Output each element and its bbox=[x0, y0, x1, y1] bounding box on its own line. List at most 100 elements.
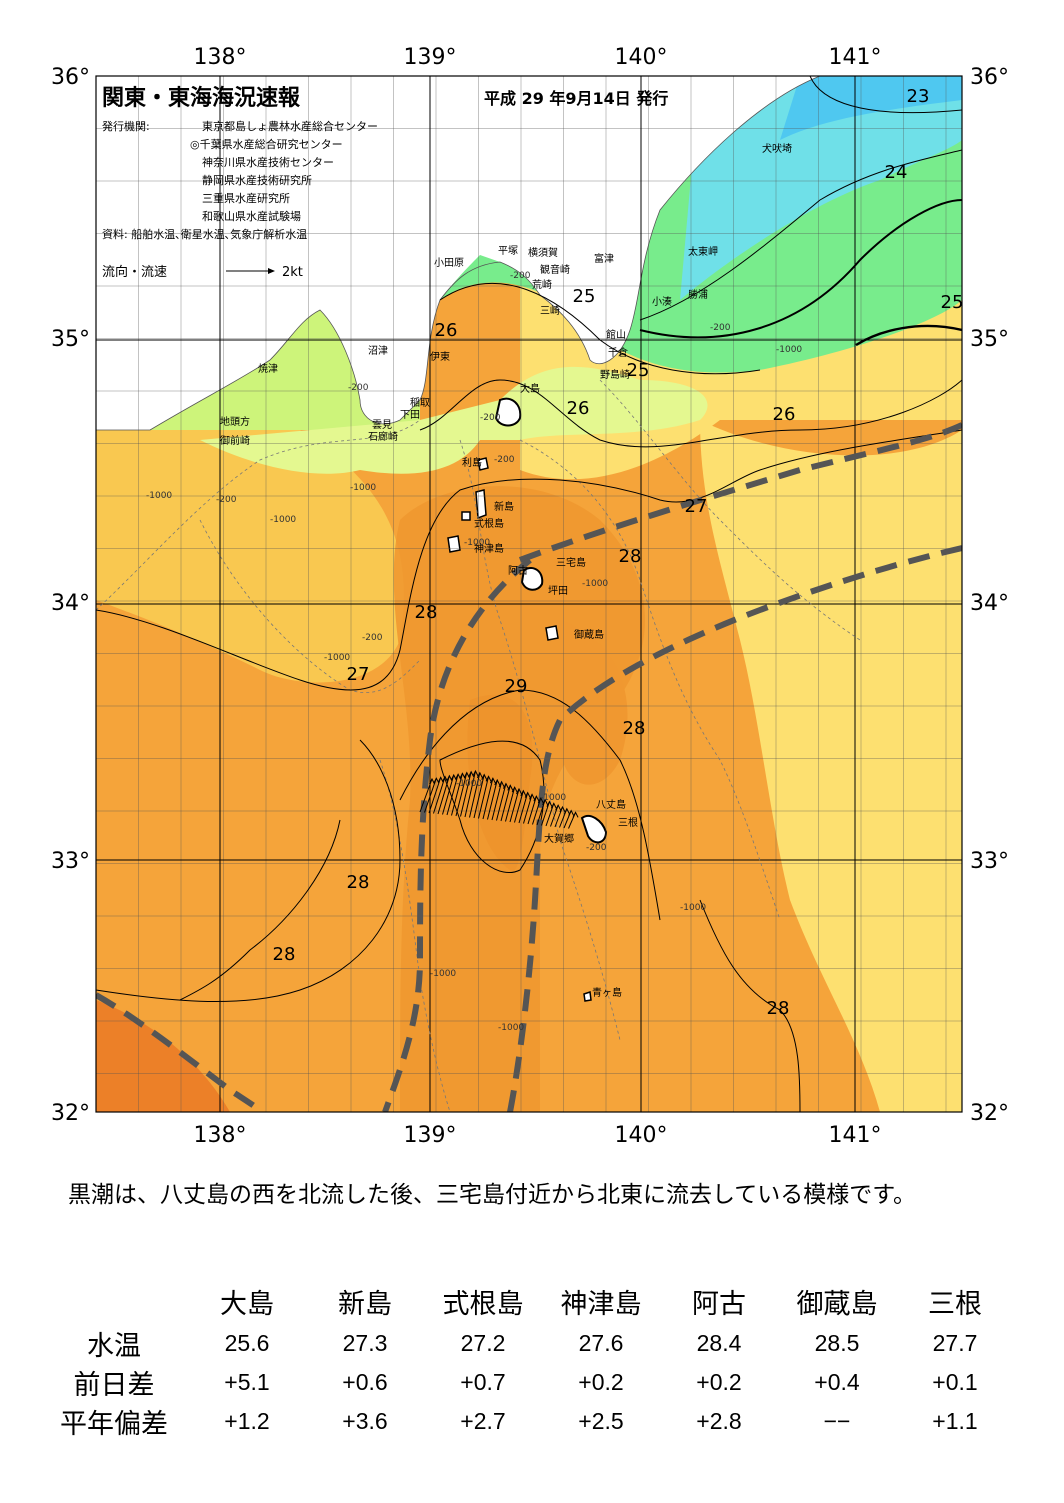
map-title: 関東・東海海況速報 bbox=[102, 85, 301, 111]
depth-label: -200 bbox=[362, 633, 383, 643]
island-oshima bbox=[494, 397, 522, 427]
place-label: 千倉 bbox=[608, 346, 628, 359]
place-label: 富津 bbox=[594, 252, 614, 265]
place-label: 大島 bbox=[520, 382, 540, 395]
table-column-header: 阿古 bbox=[692, 1288, 746, 1320]
current-vector-head bbox=[450, 773, 457, 781]
agency-item: 東京都島しょ農林水産総合センター bbox=[202, 119, 378, 133]
place-label: 野島崎 bbox=[600, 368, 630, 381]
lat-label: 32° bbox=[51, 1101, 90, 1126]
depth-label: -1000 bbox=[456, 779, 482, 789]
current-vector bbox=[532, 797, 542, 825]
current-vector-head bbox=[437, 776, 444, 783]
isotherm-label: 24 bbox=[885, 162, 908, 183]
table-cell: +1.1 bbox=[932, 1408, 978, 1434]
current-vector-head bbox=[429, 777, 435, 785]
row-label: 水温 bbox=[87, 1331, 141, 1362]
lon-label: 138° bbox=[194, 45, 247, 70]
isotherm-label: 26 bbox=[773, 404, 796, 425]
place-label: 八丈島 bbox=[596, 798, 626, 811]
depth-label: -1000 bbox=[324, 653, 350, 663]
current-vector-head bbox=[446, 774, 453, 782]
place-label: 館山 bbox=[606, 328, 626, 341]
current-vector-head bbox=[516, 787, 522, 795]
table-cell: −− bbox=[823, 1408, 851, 1434]
current-vector-head bbox=[550, 802, 557, 809]
place-label: 三宅島 bbox=[556, 556, 586, 569]
place-label: 雲見 bbox=[372, 419, 392, 431]
lat-label: 36° bbox=[51, 65, 90, 90]
place-label: 坪田 bbox=[548, 584, 568, 597]
current-vector bbox=[509, 788, 520, 823]
current-vector bbox=[505, 787, 516, 822]
kuroshio-upper bbox=[518, 422, 962, 563]
lon-labels-top: 138° 139° 140° 141° bbox=[194, 45, 882, 70]
place-label: 神津島 bbox=[474, 542, 504, 555]
table-cell: 25.6 bbox=[224, 1330, 270, 1356]
depth-label: -1000 bbox=[270, 515, 296, 525]
current-vector-head bbox=[485, 775, 492, 782]
observation-table: 大島 新島 式根島 神津島 阿古 御蔵島 三根 水温 25.6 27.3 27.… bbox=[40, 1278, 1014, 1441]
current-vector bbox=[541, 801, 550, 826]
island-kozushima bbox=[447, 535, 461, 553]
place-label: 太東岬 bbox=[688, 245, 718, 258]
place-label: 伊東 bbox=[430, 350, 450, 363]
island-shikinejima bbox=[461, 511, 471, 521]
current-vector bbox=[446, 774, 459, 816]
flow-legend-label: 流向・流速 bbox=[102, 264, 167, 280]
place-label: 利島 bbox=[462, 456, 482, 469]
isotherm-label: 28 bbox=[415, 602, 438, 623]
current-vector bbox=[545, 803, 555, 827]
isotherm-label: 25 bbox=[627, 360, 650, 381]
place-label: 大賀郷 bbox=[544, 832, 574, 845]
current-vector-head bbox=[455, 773, 462, 780]
place-label: 御前崎 bbox=[220, 434, 250, 447]
depth-label: -1000 bbox=[430, 969, 456, 979]
current-vector bbox=[496, 783, 507, 821]
island-aogashima bbox=[583, 990, 592, 1002]
table-column-header: 三根 bbox=[928, 1288, 982, 1320]
isotherm-label: 28 bbox=[767, 998, 790, 1019]
land-honshu-west bbox=[96, 76, 480, 430]
current-vector-head bbox=[559, 805, 566, 813]
agency-item: ◎千葉県水産総合研究センター bbox=[190, 137, 343, 151]
grid bbox=[96, 76, 962, 1112]
lat-labels-left: 36° 35° 34° 33° 32° bbox=[51, 65, 90, 1126]
place-label: 下田 bbox=[400, 410, 420, 421]
table-cell: 27.2 bbox=[460, 1330, 506, 1356]
table-header-row: 大島 新島 式根島 神津島 阿古 御蔵島 三根 bbox=[40, 1278, 1014, 1324]
depth-label: -1000 bbox=[776, 345, 802, 355]
depth-label: -1000 bbox=[582, 579, 608, 589]
depth-label: -200 bbox=[216, 495, 237, 505]
row-label: 平年偏差 bbox=[60, 1409, 168, 1440]
current-vector-head bbox=[463, 771, 470, 778]
depth-label: -1000 bbox=[498, 1023, 524, 1033]
place-label: 荒崎 bbox=[532, 278, 552, 291]
lon-label: 140° bbox=[615, 1123, 668, 1148]
isotherm-label: 28 bbox=[347, 872, 370, 893]
agency-item: 静岡県水産技術研究所 bbox=[202, 173, 312, 187]
place-label: 観音崎 bbox=[540, 263, 570, 276]
current-vector bbox=[424, 778, 437, 813]
depth-labels: -200 -200 -1000 -200 -200 -1000 -1000 -2… bbox=[146, 271, 802, 1033]
depth-contours bbox=[96, 379, 861, 1112]
table-row: 前日差 +5.1 +0.6 +0.7 +0.2 +0.2 +0.4 +0.1 bbox=[40, 1363, 1014, 1402]
isotherm-label: 29 bbox=[505, 676, 528, 697]
depth-label: -200 bbox=[480, 413, 501, 423]
sea-t27-east bbox=[700, 420, 962, 1112]
table-column-header: 御蔵島 bbox=[796, 1288, 878, 1320]
lon-label: 139° bbox=[404, 45, 457, 70]
depth-label: -1000 bbox=[540, 793, 566, 803]
table-cell: +0.4 bbox=[814, 1369, 860, 1395]
island-miyakejima bbox=[520, 566, 544, 591]
lat-label: 35° bbox=[970, 327, 1009, 352]
kuroshio-southwest bbox=[96, 992, 264, 1112]
current-vector bbox=[437, 775, 450, 815]
current-vector-head bbox=[537, 796, 544, 804]
table-cell: +1.2 bbox=[224, 1408, 270, 1434]
current-vector-head bbox=[520, 789, 527, 797]
table-cell: +0.2 bbox=[696, 1369, 742, 1395]
table-cell: +0.6 bbox=[342, 1369, 388, 1395]
current-vector-head bbox=[563, 807, 570, 815]
current-vector-head bbox=[468, 770, 475, 778]
